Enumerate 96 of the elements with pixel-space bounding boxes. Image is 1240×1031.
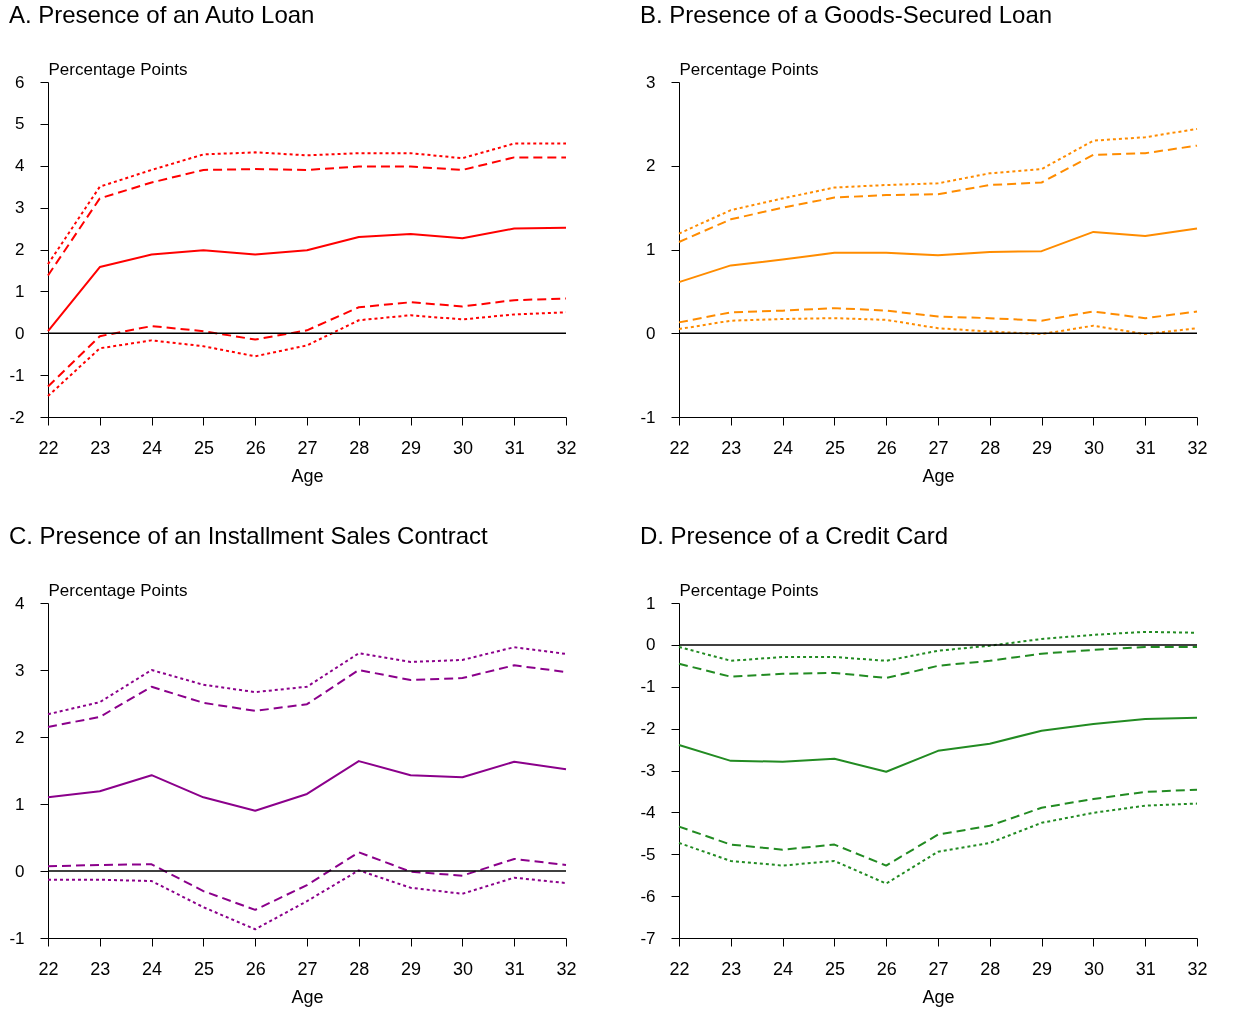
y-tick-label: -1	[9, 928, 25, 948]
x-tick-label: 30	[1083, 437, 1104, 458]
y-axis-title: Percentage Points	[48, 580, 188, 600]
y-tick-label: 2	[646, 156, 656, 176]
x-tick-label: 23	[721, 437, 742, 458]
y-tick-label: -1	[640, 407, 656, 427]
y-axis-title: Percentage Points	[679, 59, 819, 79]
y-tick-label: 4	[15, 593, 25, 613]
y-tick-label: -2	[9, 407, 25, 427]
x-axis-title: Age	[291, 465, 324, 486]
x-tick-label: 24	[773, 958, 794, 979]
x-axis-title: Age	[922, 986, 955, 1007]
line-series	[47, 760, 567, 812]
x-tick-label: 22	[669, 958, 690, 979]
y-tick-label: 2	[15, 727, 25, 747]
y-tick-label: -7	[640, 928, 656, 948]
x-tick-label: 24	[773, 437, 794, 458]
y-tick-label: 0	[15, 861, 25, 881]
x-tick-label: 23	[90, 437, 111, 458]
x-axis-title: Age	[922, 465, 955, 486]
y-tick-label: -5	[640, 844, 656, 864]
y-tick-label: 3	[15, 198, 25, 218]
line-series	[678, 307, 1198, 324]
x-tick-label: 31	[504, 958, 525, 979]
x-tick-label: 26	[245, 958, 266, 979]
y-tick-label: 1	[646, 240, 656, 259]
y-tick-label: -6	[640, 886, 656, 906]
x-tick-label: 32	[1187, 437, 1208, 458]
y-tick-label: 6	[15, 72, 25, 92]
y-tick-label: -2	[640, 719, 656, 739]
line-series	[678, 227, 1198, 284]
x-tick-label: 30	[1083, 958, 1104, 979]
x-tick-label: 24	[142, 958, 163, 979]
x-tick-label: 29	[401, 958, 422, 979]
x-tick-label: 32	[556, 437, 577, 458]
x-axis-title: Age	[291, 986, 324, 1007]
chart-title: B. Presence of a Goods-Secured Loan	[639, 1, 1053, 28]
x-tick-label: 27	[297, 437, 318, 458]
y-tick-label: 0	[646, 323, 656, 343]
x-tick-label: 22	[38, 437, 59, 458]
y-tick-label: -3	[640, 761, 656, 780]
line-series	[678, 144, 1198, 243]
x-tick-label: 26	[876, 958, 897, 979]
y-tick-label: 1	[15, 281, 25, 301]
x-tick-label: 27	[928, 958, 949, 979]
x-tick-label: 32	[556, 958, 577, 979]
x-tick-label: 28	[980, 958, 1001, 979]
chart-title: C. Presence of an Installment Sales Contract	[8, 522, 489, 549]
x-tick-label: 23	[90, 958, 111, 979]
line-series	[678, 127, 1198, 235]
x-tick-label: 30	[452, 437, 473, 458]
x-tick-label: 30	[452, 958, 473, 979]
line-series	[678, 802, 1198, 885]
y-tick-label: 5	[15, 114, 25, 134]
line-series	[47, 646, 567, 716]
x-tick-label: 29	[1032, 958, 1053, 979]
chart-title: D. Presence of a Credit Card	[639, 522, 949, 549]
x-tick-label: 23	[721, 958, 742, 979]
x-tick-label: 32	[1187, 958, 1208, 979]
line-series	[678, 716, 1198, 773]
y-tick-label: 0	[646, 635, 656, 655]
y-tick-label: 0	[15, 323, 25, 343]
x-tick-label: 27	[297, 958, 318, 979]
x-tick-label: 28	[349, 437, 370, 458]
x-tick-label: 29	[1032, 437, 1053, 458]
line-series	[678, 788, 1198, 867]
y-tick-label: 2	[15, 240, 25, 259]
x-tick-label: 25	[824, 958, 845, 979]
chart-title: A. Presence of an Auto Loan	[8, 1, 315, 28]
y-axis-title: Percentage Points	[48, 59, 188, 79]
x-tick-label: 28	[980, 437, 1001, 458]
x-tick-label: 22	[38, 958, 59, 979]
y-tick-label: -1	[640, 677, 656, 697]
x-tick-label: 24	[142, 437, 163, 458]
y-tick-label: -4	[640, 802, 656, 822]
y-axis-title: Percentage Points	[679, 580, 819, 600]
x-tick-label: 26	[245, 437, 266, 458]
y-tick-label: -1	[9, 365, 25, 385]
x-tick-label: 31	[1135, 958, 1156, 979]
x-tick-label: 28	[349, 958, 370, 979]
x-tick-label: 31	[1135, 437, 1156, 458]
x-tick-label: 22	[669, 437, 690, 458]
y-tick-label: 3	[646, 72, 656, 92]
y-tick-label: 1	[646, 593, 656, 613]
x-tick-label: 29	[401, 437, 422, 458]
y-tick-label: 1	[15, 794, 25, 814]
line-series	[47, 142, 567, 266]
x-tick-label: 25	[193, 437, 214, 458]
x-tick-label: 25	[824, 437, 845, 458]
x-tick-label: 26	[876, 437, 897, 458]
y-tick-label: 4	[15, 156, 25, 176]
line-series	[47, 156, 567, 277]
x-tick-label: 27	[928, 437, 949, 458]
x-tick-label: 25	[193, 958, 214, 979]
y-tick-label: 3	[15, 660, 25, 680]
x-tick-label: 31	[504, 437, 525, 458]
